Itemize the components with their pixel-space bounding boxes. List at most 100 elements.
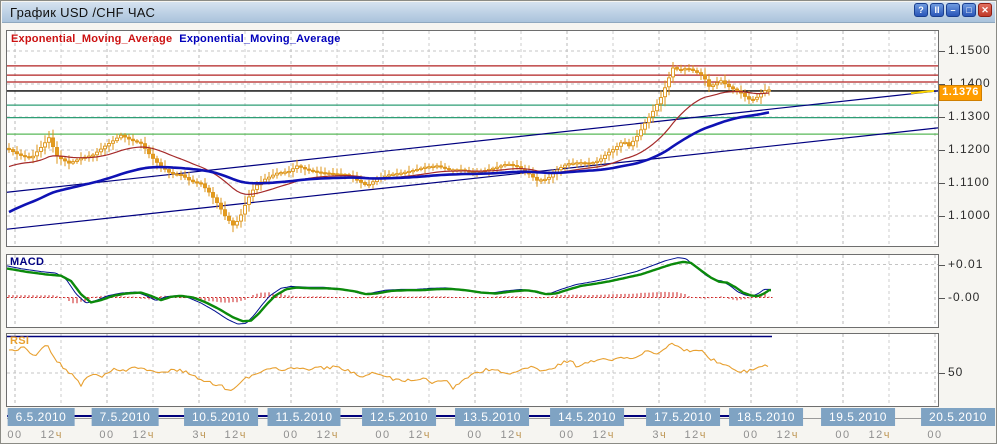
date-label: 13.5.2010 bbox=[455, 408, 529, 426]
candle-body bbox=[588, 163, 591, 164]
price-axis-label: 1.1500 bbox=[948, 43, 991, 57]
time-label-digits: 12 bbox=[869, 429, 884, 441]
time-label: 00 bbox=[835, 429, 850, 441]
candle-body bbox=[156, 159, 159, 163]
candle-body bbox=[544, 179, 547, 180]
candle-body bbox=[308, 169, 311, 170]
chart-window: График USD /CHF ЧАС ?II–□✕ Exponential_M… bbox=[0, 0, 997, 444]
candle-body bbox=[140, 142, 143, 143]
candle-body bbox=[752, 99, 755, 100]
time-label: 12ч bbox=[869, 429, 890, 441]
time-label: 00 bbox=[283, 429, 298, 441]
candle-body bbox=[292, 169, 295, 172]
candle-body bbox=[504, 165, 507, 166]
rsi-canvas[interactable] bbox=[7, 334, 938, 406]
candle-body bbox=[60, 157, 63, 159]
date-label: 12.5.2010 bbox=[362, 408, 436, 426]
candle-body bbox=[664, 88, 667, 97]
title-bar[interactable]: График USD /CHF ЧАС bbox=[2, 2, 995, 23]
axis-tick bbox=[939, 298, 945, 299]
price-chart-pane[interactable]: Exponential_Moving_AverageExponential_Mo… bbox=[6, 30, 939, 247]
time-label: 00 bbox=[99, 429, 114, 441]
time-label-unit: ч bbox=[200, 429, 206, 441]
candle-body bbox=[608, 152, 611, 155]
candle-body bbox=[648, 117, 651, 122]
time-label: 00 bbox=[467, 429, 482, 441]
date-label: 11.5.2010 bbox=[268, 408, 341, 426]
candle-body bbox=[72, 162, 75, 163]
time-label-digits: 12 bbox=[409, 429, 424, 441]
candle-body bbox=[692, 69, 695, 70]
candle-body bbox=[328, 173, 331, 174]
candle-body bbox=[756, 97, 759, 99]
rsi-pane[interactable]: RSI bbox=[6, 333, 939, 407]
candle-body bbox=[204, 184, 207, 188]
price-axis-label: 1.1000 bbox=[948, 208, 991, 222]
axis-tick bbox=[939, 117, 945, 118]
candle-body bbox=[180, 174, 183, 175]
candle-body bbox=[612, 150, 615, 152]
date-label: 17.5.2010 bbox=[646, 408, 720, 426]
help-button[interactable]: ? bbox=[914, 3, 928, 17]
time-label: 12ч bbox=[593, 429, 614, 441]
candle-body bbox=[232, 221, 235, 225]
ema-legend: Exponential_Moving_AverageExponential_Mo… bbox=[11, 33, 341, 45]
rsi-axis-label: 50 bbox=[948, 365, 963, 379]
time-label-unit: ч bbox=[148, 429, 154, 441]
time-axis: 6.5.20100012ч7.5.20100012ч10.5.20103ч12ч… bbox=[1, 405, 997, 443]
candle-body bbox=[316, 171, 319, 172]
axis-tick bbox=[939, 183, 945, 184]
candle-body bbox=[744, 93, 747, 96]
candle-body bbox=[652, 111, 655, 116]
time-label: 12ч bbox=[501, 429, 522, 441]
candle-body bbox=[120, 135, 123, 138]
candle-body bbox=[172, 172, 175, 173]
candle-body bbox=[512, 164, 515, 165]
candle-body bbox=[320, 172, 323, 173]
price-chart-canvas[interactable] bbox=[7, 31, 938, 246]
candle-body bbox=[680, 69, 683, 70]
candle-body bbox=[48, 138, 51, 143]
ema-slow-line bbox=[9, 112, 769, 212]
candle-body bbox=[32, 156, 35, 157]
price-axis: 1.15001.14001.13001.12001.11001.1000+0.0… bbox=[939, 23, 997, 423]
candle-body bbox=[624, 142, 627, 143]
candle-body bbox=[12, 150, 15, 152]
pause-button[interactable]: II bbox=[930, 3, 944, 17]
time-label: 12ч bbox=[685, 429, 706, 441]
candle-body bbox=[712, 85, 715, 87]
candle-body bbox=[748, 97, 751, 99]
date-label: 20.5.2010 bbox=[921, 408, 995, 426]
candle-body bbox=[8, 148, 11, 149]
candle-body bbox=[44, 143, 47, 147]
candle-body bbox=[604, 155, 607, 158]
rsi-pane-label: RSI bbox=[10, 335, 29, 347]
time-label: 00 bbox=[7, 429, 22, 441]
candle-body bbox=[300, 166, 303, 167]
macd-pane[interactable]: MACD bbox=[6, 254, 939, 328]
maximize-button[interactable]: □ bbox=[962, 3, 976, 17]
close-button[interactable]: ✕ bbox=[978, 3, 992, 17]
time-label-digits: 12 bbox=[593, 429, 608, 441]
candle-body bbox=[36, 152, 39, 156]
ema-slow-legend: Exponential_Moving_Average bbox=[179, 33, 340, 45]
time-label-unit: ч bbox=[56, 429, 62, 441]
candle-body bbox=[52, 138, 55, 147]
candle-body bbox=[132, 139, 135, 140]
candle-body bbox=[440, 166, 443, 167]
minimize-button[interactable]: – bbox=[946, 3, 960, 17]
candle-body bbox=[436, 166, 439, 167]
date-label: 18.5.2010 bbox=[729, 408, 803, 426]
time-label-digits: 12 bbox=[317, 429, 332, 441]
candle-body bbox=[116, 138, 119, 141]
candle-body bbox=[272, 175, 275, 177]
candle-body bbox=[420, 168, 423, 169]
candle-body bbox=[448, 169, 451, 170]
price-axis-label: 1.1200 bbox=[948, 142, 991, 156]
time-label-unit: ч bbox=[792, 429, 798, 441]
candle-body bbox=[500, 166, 503, 167]
candle-body bbox=[16, 152, 19, 154]
macd-canvas[interactable] bbox=[7, 255, 938, 327]
macd-pane-label: MACD bbox=[10, 256, 44, 268]
candle-body bbox=[280, 173, 283, 174]
